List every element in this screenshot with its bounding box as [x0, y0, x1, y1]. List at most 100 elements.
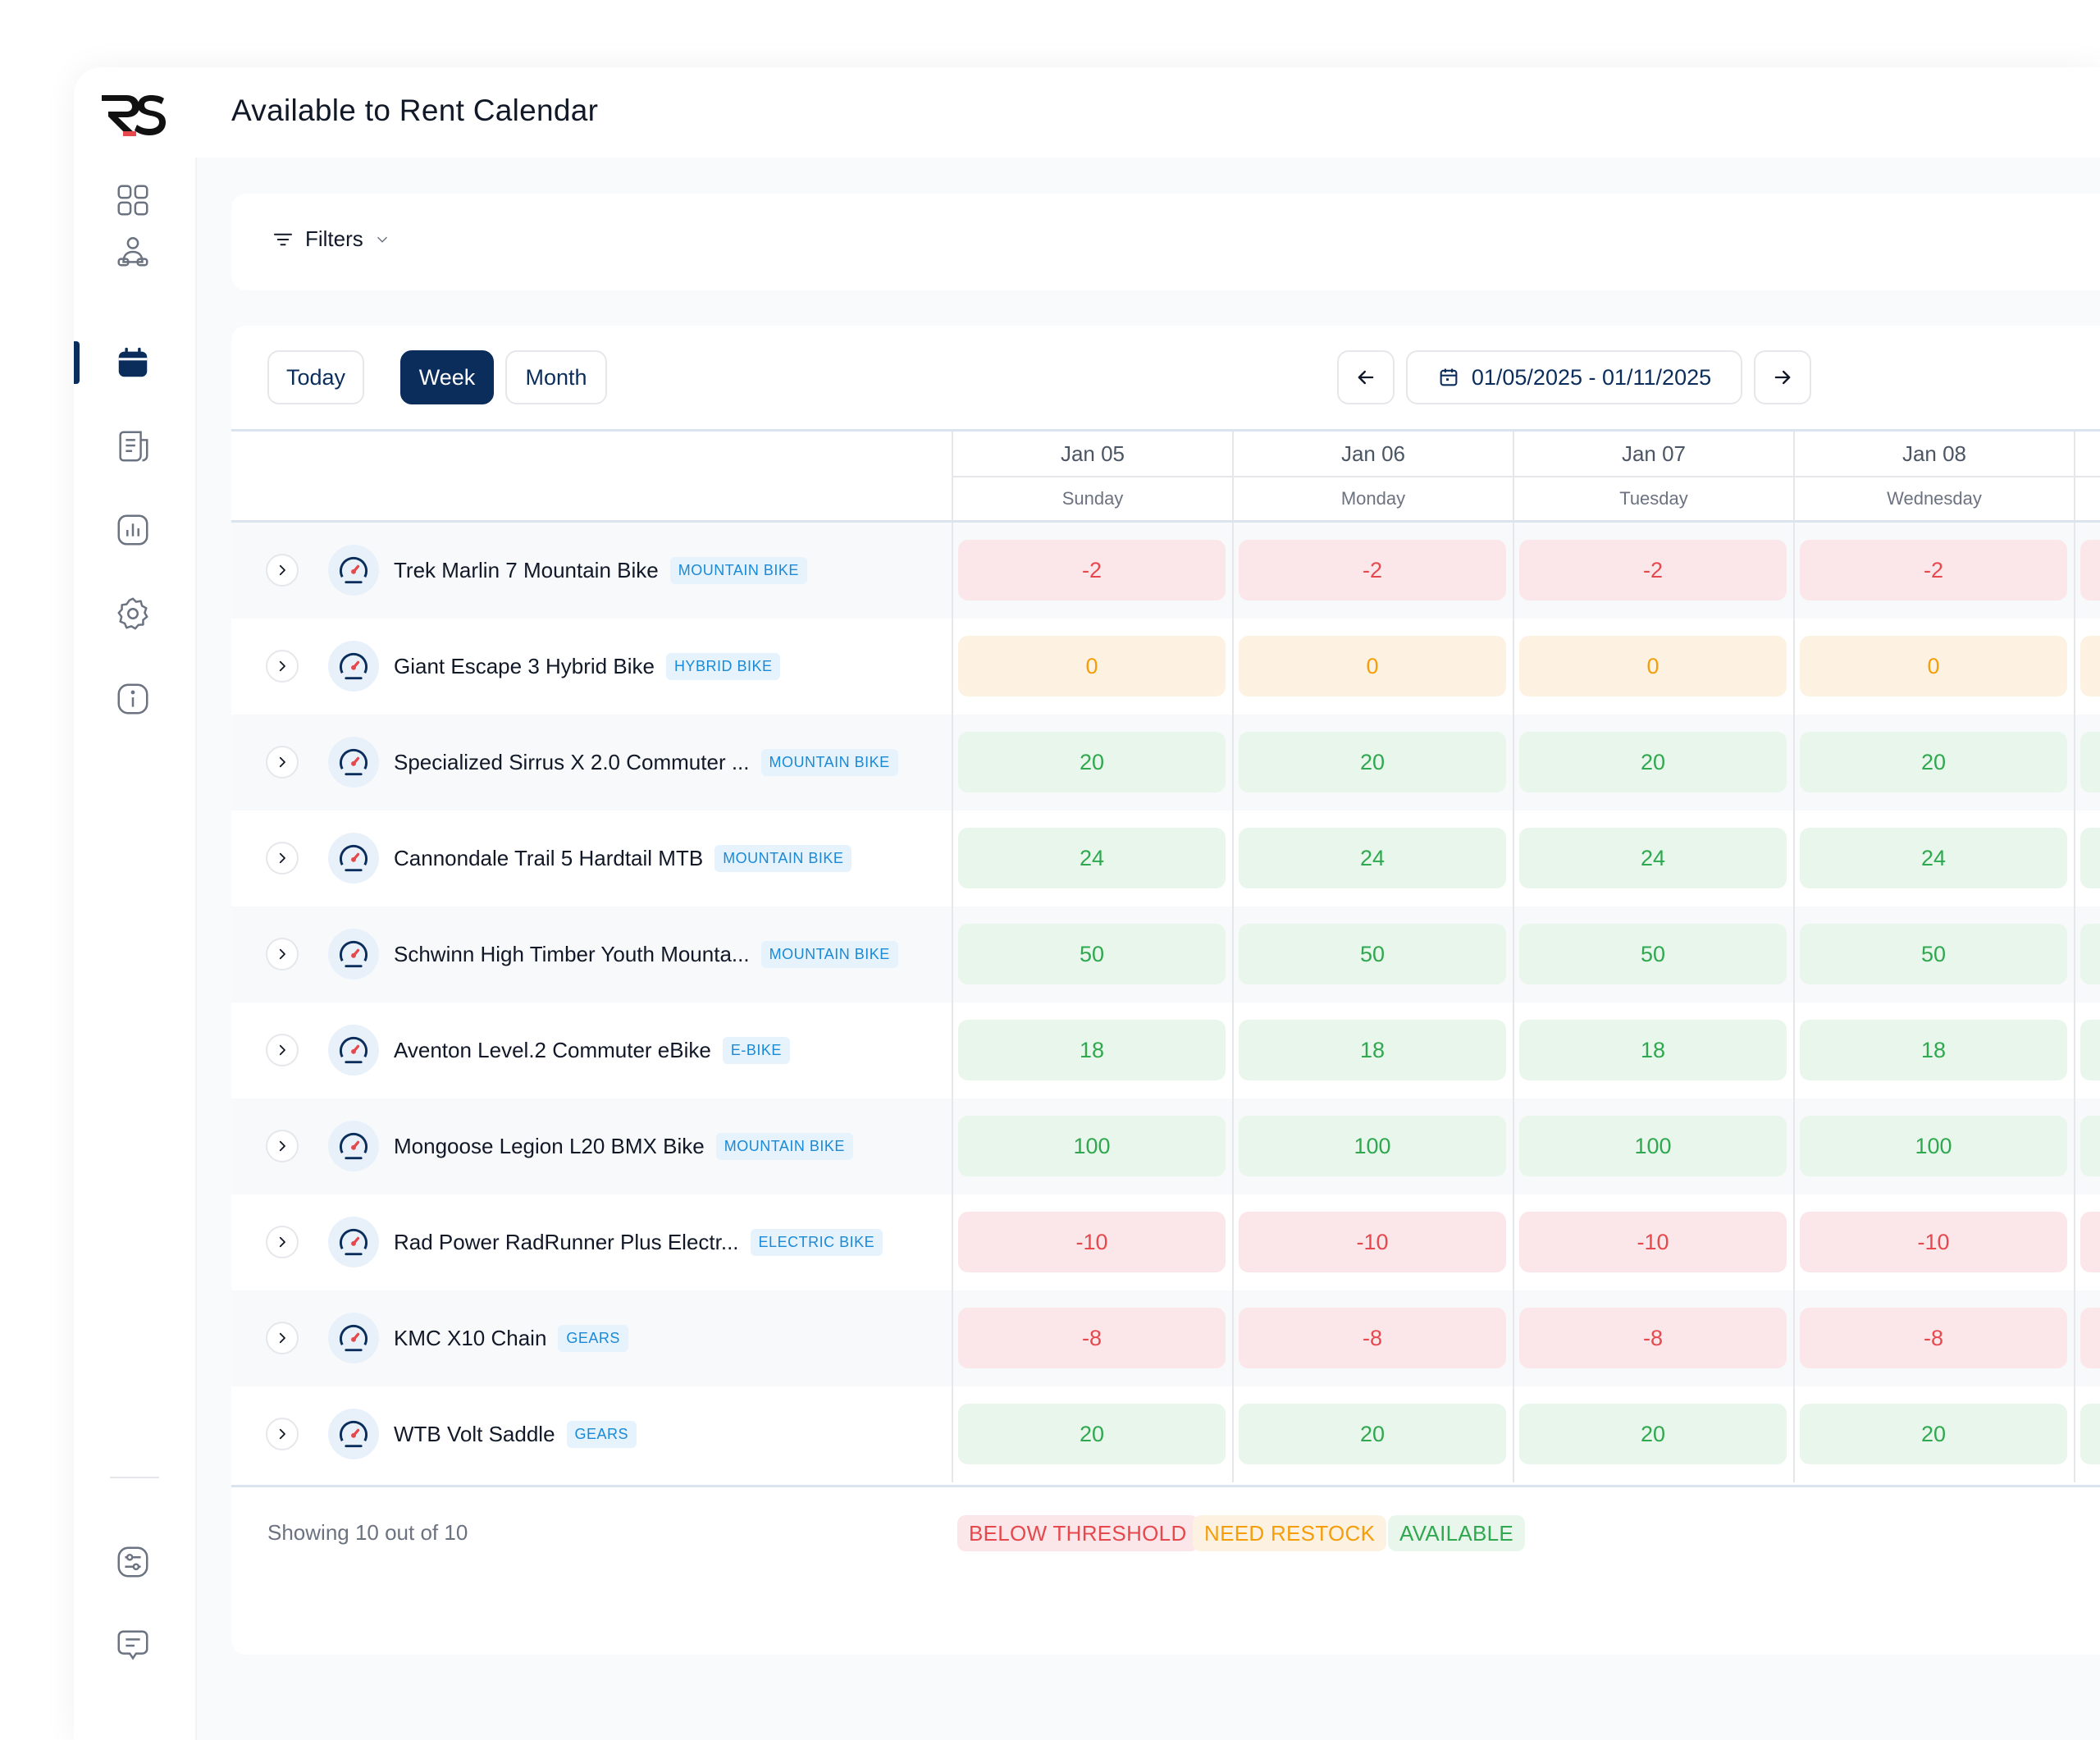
- availability-cell[interactable]: 24: [1800, 828, 2067, 888]
- category-tag: MOUNTAIN BIKE: [714, 845, 852, 872]
- product-name[interactable]: Trek Marlin 7 Mountain Bike: [394, 558, 659, 582]
- expand-row-button[interactable]: [266, 842, 299, 875]
- product-name-group: Mongoose Legion L20 BMX Bike MOUNTAIN BIK…: [394, 1098, 853, 1194]
- availability-cell[interactable]: 100: [1800, 1116, 2067, 1176]
- users-icon: [117, 237, 148, 267]
- expand-row-button[interactable]: [266, 554, 299, 587]
- expand-row-button[interactable]: [266, 1322, 299, 1354]
- nav-users[interactable]: [107, 225, 159, 277]
- availability-cell[interactable]: 100: [958, 1116, 1226, 1176]
- availability-cell[interactable]: 24: [958, 828, 1226, 888]
- availability-cell[interactable]: 20: [958, 732, 1226, 792]
- availability-cell[interactable]: 100: [1239, 1116, 1506, 1176]
- availability-cell[interactable]: -2: [1519, 540, 1787, 601]
- nav-preferences[interactable]: [107, 1536, 159, 1588]
- product-name[interactable]: Specialized Sirrus X 2.0 Commuter ...: [394, 750, 750, 774]
- day-date: Jan 08: [1795, 432, 2074, 477]
- column-divider: [1793, 1386, 1795, 1482]
- availability-cell[interactable]: -8: [1800, 1308, 2067, 1368]
- availability-cell-partial[interactable]: [2080, 1308, 2100, 1368]
- availability-cell[interactable]: 20: [1239, 732, 1506, 792]
- availability-cell[interactable]: 18: [1239, 1020, 1506, 1080]
- column-divider: [1513, 1290, 1514, 1386]
- availability-cell-partial[interactable]: [2080, 1020, 2100, 1080]
- availability-cell[interactable]: 24: [1239, 828, 1506, 888]
- availability-cell[interactable]: -2: [1800, 540, 2067, 601]
- availability-cell[interactable]: 100: [1519, 1116, 1787, 1176]
- category-tag: MOUNTAIN BIKE: [760, 749, 898, 776]
- availability-cell[interactable]: 20: [1519, 1404, 1787, 1464]
- filters-button[interactable]: Filters: [271, 226, 391, 252]
- availability-cell[interactable]: -10: [1519, 1212, 1787, 1272]
- expand-row-button[interactable]: [266, 650, 299, 683]
- expand-row-button[interactable]: [266, 938, 299, 970]
- expand-row-button[interactable]: [266, 1418, 299, 1450]
- availability-cell[interactable]: 20: [1519, 732, 1787, 792]
- availability-cell[interactable]: -8: [958, 1308, 1226, 1368]
- gauge-icon: [339, 556, 368, 584]
- prev-week-button[interactable]: [1337, 350, 1395, 404]
- availability-cell[interactable]: 18: [958, 1020, 1226, 1080]
- nav-info[interactable]: [107, 673, 159, 725]
- availability-cell[interactable]: -10: [1800, 1212, 2067, 1272]
- table-row: Trek Marlin 7 Mountain Bike MOUNTAIN BIKE…: [231, 523, 2100, 619]
- availability-cell[interactable]: -8: [1519, 1308, 1787, 1368]
- availability-cell[interactable]: 20: [958, 1404, 1226, 1464]
- availability-cell-partial[interactable]: [2080, 1404, 2100, 1464]
- nav-calendar[interactable]: [107, 336, 159, 389]
- rs-logo[interactable]: [98, 90, 167, 138]
- availability-cell-partial[interactable]: [2080, 924, 2100, 984]
- availability-cell-partial[interactable]: [2080, 636, 2100, 696]
- availability-cell[interactable]: 50: [958, 924, 1226, 984]
- availability-cell[interactable]: 0: [958, 636, 1226, 696]
- availability-cell[interactable]: -2: [1239, 540, 1506, 601]
- product-name[interactable]: Cannondale Trail 5 Hardtail MTB: [394, 846, 704, 870]
- availability-cell[interactable]: 50: [1800, 924, 2067, 984]
- availability-cell-partial[interactable]: [2080, 540, 2100, 601]
- date-range-picker[interactable]: 01/05/2025 - 01/11/2025: [1406, 350, 1742, 404]
- availability-cell[interactable]: -10: [1239, 1212, 1506, 1272]
- month-button[interactable]: Month: [505, 350, 607, 404]
- nav-dashboard[interactable]: [107, 174, 159, 226]
- availability-cell[interactable]: -8: [1239, 1308, 1506, 1368]
- chevron-right-icon: [279, 756, 285, 768]
- availability-cell[interactable]: 20: [1800, 732, 2067, 792]
- product-name[interactable]: Giant Escape 3 Hybrid Bike: [394, 654, 655, 678]
- product-name[interactable]: WTB Volt Saddle: [394, 1422, 555, 1446]
- expand-row-button[interactable]: [266, 746, 299, 779]
- availability-cell-partial[interactable]: [2080, 828, 2100, 888]
- availability-cell[interactable]: 18: [1519, 1020, 1787, 1080]
- availability-cell-partial[interactable]: [2080, 1212, 2100, 1272]
- nav-messages[interactable]: [107, 1619, 159, 1672]
- availability-cell-partial[interactable]: [2080, 1116, 2100, 1176]
- expand-row-button[interactable]: [266, 1034, 299, 1066]
- availability-cell[interactable]: 20: [1800, 1404, 2067, 1464]
- next-week-button[interactable]: [1754, 350, 1811, 404]
- info-icon: [117, 683, 148, 715]
- expand-row-button[interactable]: [266, 1130, 299, 1162]
- availability-cell[interactable]: 0: [1239, 636, 1506, 696]
- week-button[interactable]: Week: [400, 350, 494, 404]
- availability-cell-partial[interactable]: [2080, 732, 2100, 792]
- availability-cell[interactable]: 50: [1239, 924, 1506, 984]
- column-divider: [1513, 1002, 1514, 1098]
- expand-row-button[interactable]: [266, 1226, 299, 1258]
- product-name[interactable]: Mongoose Legion L20 BMX Bike: [394, 1134, 705, 1158]
- nav-documents[interactable]: [107, 420, 159, 473]
- availability-cell[interactable]: 20: [1239, 1404, 1506, 1464]
- product-name[interactable]: Schwinn High Timber Youth Mounta...: [394, 942, 750, 966]
- product-name[interactable]: Aventon Level.2 Commuter eBike: [394, 1038, 711, 1062]
- nav-reports[interactable]: [107, 504, 159, 556]
- availability-cell[interactable]: 0: [1800, 636, 2067, 696]
- column-divider: [1513, 523, 1514, 619]
- nav-settings[interactable]: [107, 587, 159, 640]
- availability-cell[interactable]: 24: [1519, 828, 1787, 888]
- availability-cell[interactable]: 18: [1800, 1020, 2067, 1080]
- availability-cell[interactable]: 0: [1519, 636, 1787, 696]
- availability-cell[interactable]: -10: [958, 1212, 1226, 1272]
- availability-cell[interactable]: 50: [1519, 924, 1787, 984]
- availability-cell[interactable]: -2: [958, 540, 1226, 601]
- product-name[interactable]: KMC X10 Chain: [394, 1326, 547, 1350]
- product-name[interactable]: Rad Power RadRunner Plus Electr...: [394, 1230, 739, 1254]
- today-button[interactable]: Today: [267, 350, 364, 404]
